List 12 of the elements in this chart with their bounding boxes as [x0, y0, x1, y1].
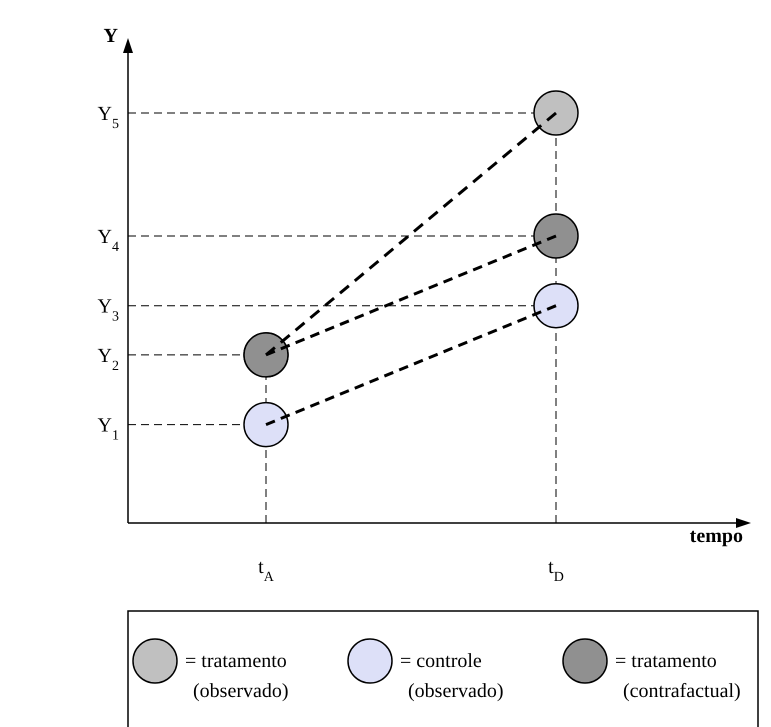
ref-line-label: Y$_{1}$ — [98, 414, 119, 444]
ref-line-label: Y$_{4}$ — [98, 226, 119, 254]
ref-line-label: Y$_{5}$ — [98, 103, 119, 132]
x-tick-label: t$_{A}$ — [258, 556, 275, 584]
legend-label: = controle (observado) — [400, 650, 504, 702]
legend-label: = tratamento (observado) — [185, 650, 289, 702]
x-tick-label: t$_{D}$ — [548, 556, 564, 584]
y-axis-title: Y — [104, 25, 119, 47]
ref-line-label: Y$_{2}$ — [98, 344, 119, 374]
ref-line-label: Y$_{3}$ — [98, 296, 119, 324]
text: tempo — [690, 525, 743, 547]
legend-label: = tratamento (contrafactual) — [615, 650, 741, 702]
